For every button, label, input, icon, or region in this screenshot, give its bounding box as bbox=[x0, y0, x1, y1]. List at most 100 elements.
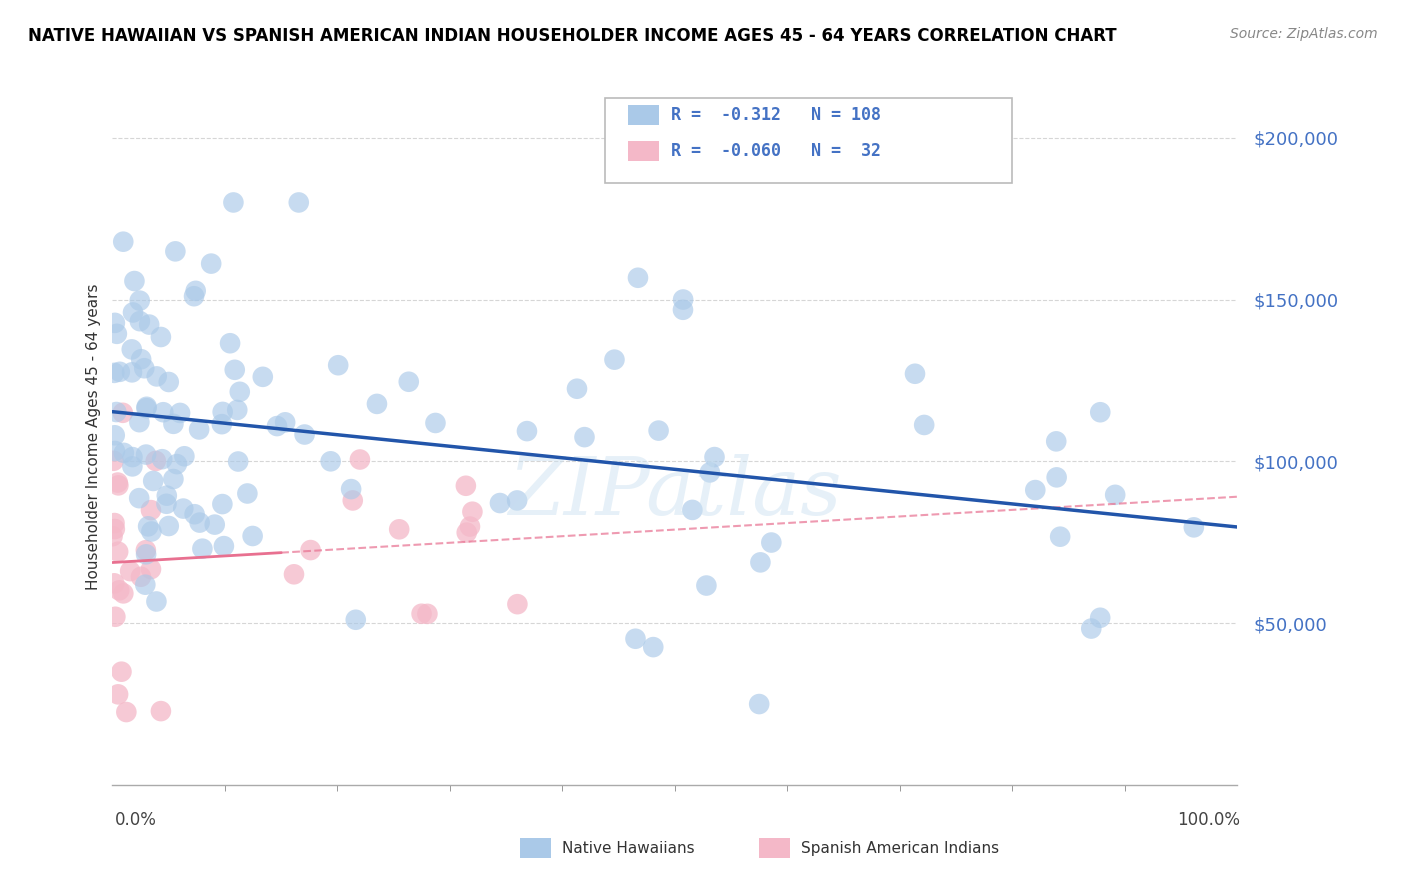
Point bbox=[122, 305, 145, 319]
Point bbox=[904, 367, 927, 381]
Point bbox=[456, 525, 478, 540]
Point bbox=[344, 613, 367, 627]
Point bbox=[138, 318, 160, 332]
Point bbox=[111, 406, 134, 420]
Point bbox=[748, 697, 770, 711]
Point bbox=[454, 479, 477, 493]
Point bbox=[188, 516, 211, 530]
Point bbox=[204, 517, 226, 532]
Point bbox=[183, 289, 205, 303]
Point bbox=[166, 457, 188, 471]
Point bbox=[129, 352, 152, 367]
Point bbox=[172, 501, 194, 516]
Point bbox=[104, 428, 127, 442]
Point bbox=[141, 524, 163, 539]
Point bbox=[749, 555, 772, 569]
Point bbox=[124, 274, 146, 288]
Point bbox=[672, 302, 695, 317]
Point bbox=[266, 419, 288, 434]
Point bbox=[1049, 530, 1071, 544]
Point bbox=[136, 519, 159, 533]
Point bbox=[129, 570, 152, 584]
Point bbox=[211, 497, 233, 511]
Point bbox=[224, 363, 246, 377]
Point bbox=[139, 503, 162, 517]
Point bbox=[107, 544, 129, 558]
Point bbox=[149, 330, 172, 344]
Point bbox=[516, 424, 538, 438]
Point bbox=[1090, 405, 1112, 419]
Point bbox=[681, 503, 703, 517]
Point bbox=[506, 597, 529, 611]
Point bbox=[672, 293, 695, 307]
Point bbox=[1024, 483, 1046, 497]
Text: Spanish American Indians: Spanish American Indians bbox=[801, 841, 1000, 855]
Point bbox=[165, 244, 187, 259]
Point bbox=[226, 454, 249, 468]
Point bbox=[211, 417, 233, 432]
Point bbox=[173, 450, 195, 464]
Point bbox=[101, 529, 124, 543]
Point bbox=[643, 640, 665, 654]
Point bbox=[1046, 470, 1069, 484]
Point bbox=[489, 496, 512, 510]
Text: Source: ZipAtlas.com: Source: ZipAtlas.com bbox=[1230, 27, 1378, 41]
Point bbox=[699, 466, 721, 480]
Point bbox=[157, 519, 180, 533]
Point bbox=[105, 405, 128, 419]
Point bbox=[411, 607, 433, 621]
Point bbox=[340, 482, 363, 496]
Point bbox=[703, 450, 725, 464]
Point bbox=[912, 417, 935, 432]
Point bbox=[416, 607, 439, 621]
Point bbox=[1182, 520, 1205, 534]
Point bbox=[506, 493, 529, 508]
Point bbox=[299, 543, 322, 558]
Point bbox=[211, 405, 233, 419]
Point bbox=[1104, 488, 1126, 502]
Text: NATIVE HAWAIIAN VS SPANISH AMERICAN INDIAN HOUSEHOLDER INCOME AGES 45 - 64 YEARS: NATIVE HAWAIIAN VS SPANISH AMERICAN INDI… bbox=[28, 27, 1116, 45]
Point bbox=[191, 541, 214, 556]
Point bbox=[107, 478, 129, 492]
Point bbox=[103, 576, 125, 591]
Point bbox=[121, 459, 143, 474]
Point bbox=[139, 562, 162, 576]
Point bbox=[283, 567, 305, 582]
Point bbox=[1080, 622, 1102, 636]
Point bbox=[135, 543, 157, 558]
Point bbox=[188, 422, 211, 436]
Point bbox=[120, 564, 142, 578]
Point bbox=[103, 454, 125, 468]
Point bbox=[388, 522, 411, 536]
Point bbox=[135, 401, 157, 416]
Point bbox=[647, 424, 669, 438]
Point bbox=[115, 705, 138, 719]
Point bbox=[349, 452, 371, 467]
Point bbox=[342, 493, 364, 508]
Point bbox=[103, 366, 125, 380]
Point bbox=[169, 406, 191, 420]
Point bbox=[135, 448, 157, 462]
Point bbox=[155, 497, 177, 511]
Point bbox=[105, 326, 128, 341]
Point bbox=[328, 358, 350, 372]
Point bbox=[121, 450, 143, 464]
Point bbox=[150, 452, 173, 467]
Point bbox=[145, 594, 167, 608]
Point bbox=[761, 535, 783, 549]
Point bbox=[1090, 611, 1112, 625]
Point bbox=[157, 375, 180, 389]
Point bbox=[565, 382, 588, 396]
Point bbox=[222, 195, 245, 210]
Point bbox=[145, 369, 167, 384]
Point bbox=[183, 507, 205, 521]
Point bbox=[162, 472, 184, 486]
Point bbox=[274, 415, 297, 429]
Point bbox=[294, 427, 316, 442]
Text: R =  -0.312   N = 108: R = -0.312 N = 108 bbox=[671, 106, 880, 124]
Point bbox=[627, 270, 650, 285]
Point bbox=[603, 352, 626, 367]
Point bbox=[425, 416, 447, 430]
Point bbox=[134, 577, 156, 591]
Point bbox=[461, 505, 484, 519]
